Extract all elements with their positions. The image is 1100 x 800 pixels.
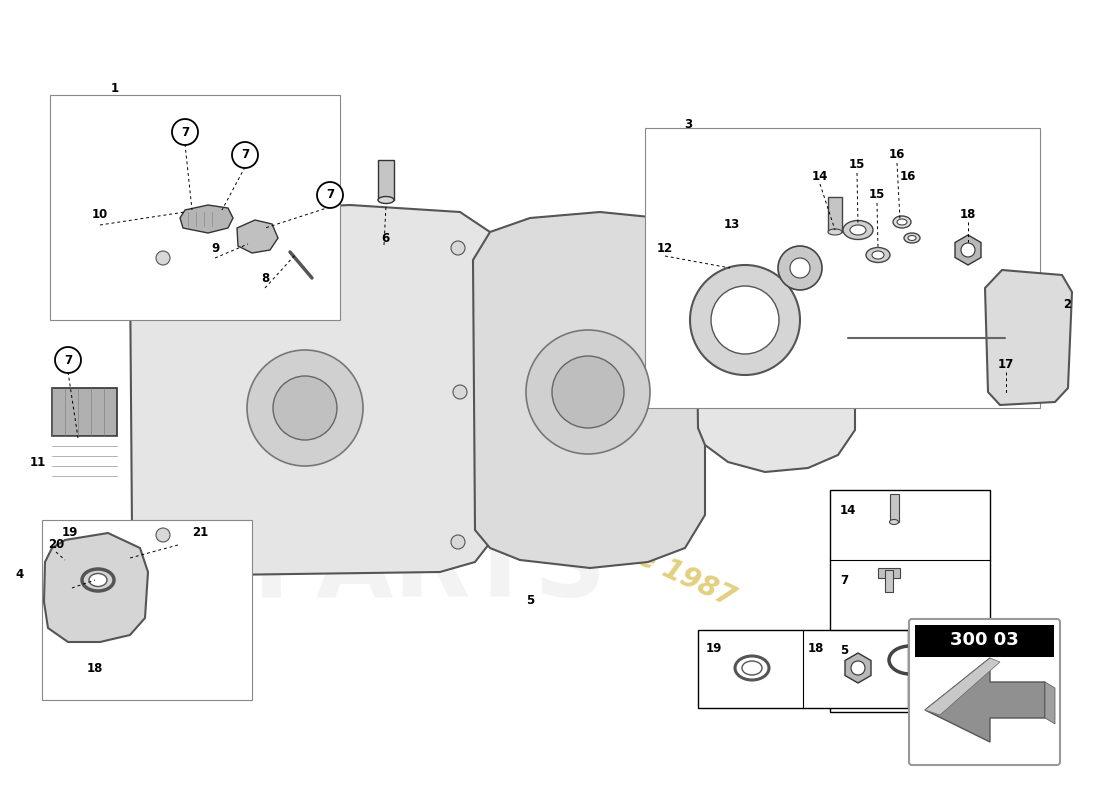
Polygon shape [984,270,1072,405]
Circle shape [711,286,779,354]
Text: 7: 7 [840,574,848,586]
Text: 15: 15 [869,189,886,202]
Text: 3: 3 [684,118,692,130]
Ellipse shape [872,251,884,259]
Bar [886,570,893,592]
Text: 16: 16 [900,170,916,182]
Bar [915,625,1054,657]
Circle shape [273,376,337,440]
Text: 14: 14 [812,170,828,182]
Polygon shape [1045,682,1055,724]
Ellipse shape [896,219,907,225]
Text: 14: 14 [840,503,857,517]
Bar [878,568,900,578]
Circle shape [851,661,865,675]
Text: 18: 18 [960,209,976,222]
Text: 8: 8 [261,271,270,285]
Text: 16: 16 [889,149,905,162]
Text: 11: 11 [30,455,46,469]
Circle shape [552,356,624,428]
Ellipse shape [89,574,107,586]
Text: 5: 5 [526,594,535,606]
Bar [645,128,1040,408]
Polygon shape [180,205,233,233]
Text: 19: 19 [706,642,723,654]
Circle shape [156,251,170,265]
Bar [50,95,340,320]
Text: 10: 10 [92,209,108,222]
Circle shape [156,528,170,542]
Bar [890,494,899,522]
Polygon shape [44,533,148,642]
Polygon shape [473,212,705,568]
Bar [828,197,842,232]
Ellipse shape [828,229,842,235]
Text: 20: 20 [48,538,64,551]
Circle shape [526,330,650,454]
Circle shape [172,119,198,145]
Text: 15: 15 [849,158,866,171]
Ellipse shape [742,661,762,675]
Text: 7: 7 [326,189,334,202]
Circle shape [453,385,468,399]
Text: 21: 21 [191,526,208,538]
Text: 13: 13 [724,218,740,231]
Text: 20: 20 [34,566,246,714]
Bar [698,630,908,708]
Ellipse shape [378,197,394,203]
Bar [52,388,117,436]
Text: 12: 12 [657,242,673,254]
Ellipse shape [866,247,890,262]
Ellipse shape [850,225,866,235]
Text: 18: 18 [808,642,824,654]
Circle shape [451,535,465,549]
Text: 9: 9 [211,242,219,254]
Text: 300 03: 300 03 [949,631,1019,649]
Text: 17: 17 [998,358,1014,371]
Ellipse shape [904,233,920,243]
Text: 1: 1 [111,82,119,94]
FancyBboxPatch shape [909,619,1060,765]
Text: 5: 5 [840,643,848,657]
Ellipse shape [890,519,899,525]
Circle shape [690,265,800,375]
Ellipse shape [908,235,916,241]
Ellipse shape [843,221,873,239]
Bar [42,520,252,700]
Text: 7: 7 [180,126,189,138]
Bar [830,490,990,712]
Circle shape [317,182,343,208]
Ellipse shape [893,216,911,228]
Circle shape [55,347,81,373]
Polygon shape [925,658,1000,715]
Circle shape [248,350,363,466]
Text: PARTS: PARTS [253,522,607,618]
Circle shape [778,246,822,290]
Circle shape [232,142,258,168]
Text: 6: 6 [381,231,389,245]
Text: 18: 18 [87,662,103,674]
Text: 2: 2 [1063,298,1071,311]
Bar [378,160,394,200]
Text: 4: 4 [15,569,24,582]
Circle shape [961,243,975,257]
Text: 19: 19 [62,526,78,538]
Text: a passion for parts since 1987: a passion for parts since 1987 [300,388,739,612]
Circle shape [451,241,465,255]
Circle shape [790,258,810,278]
Polygon shape [925,658,1045,742]
Text: 7: 7 [241,149,249,162]
Text: 7: 7 [64,354,73,366]
Polygon shape [130,205,500,575]
Polygon shape [236,220,278,253]
Polygon shape [696,215,855,472]
